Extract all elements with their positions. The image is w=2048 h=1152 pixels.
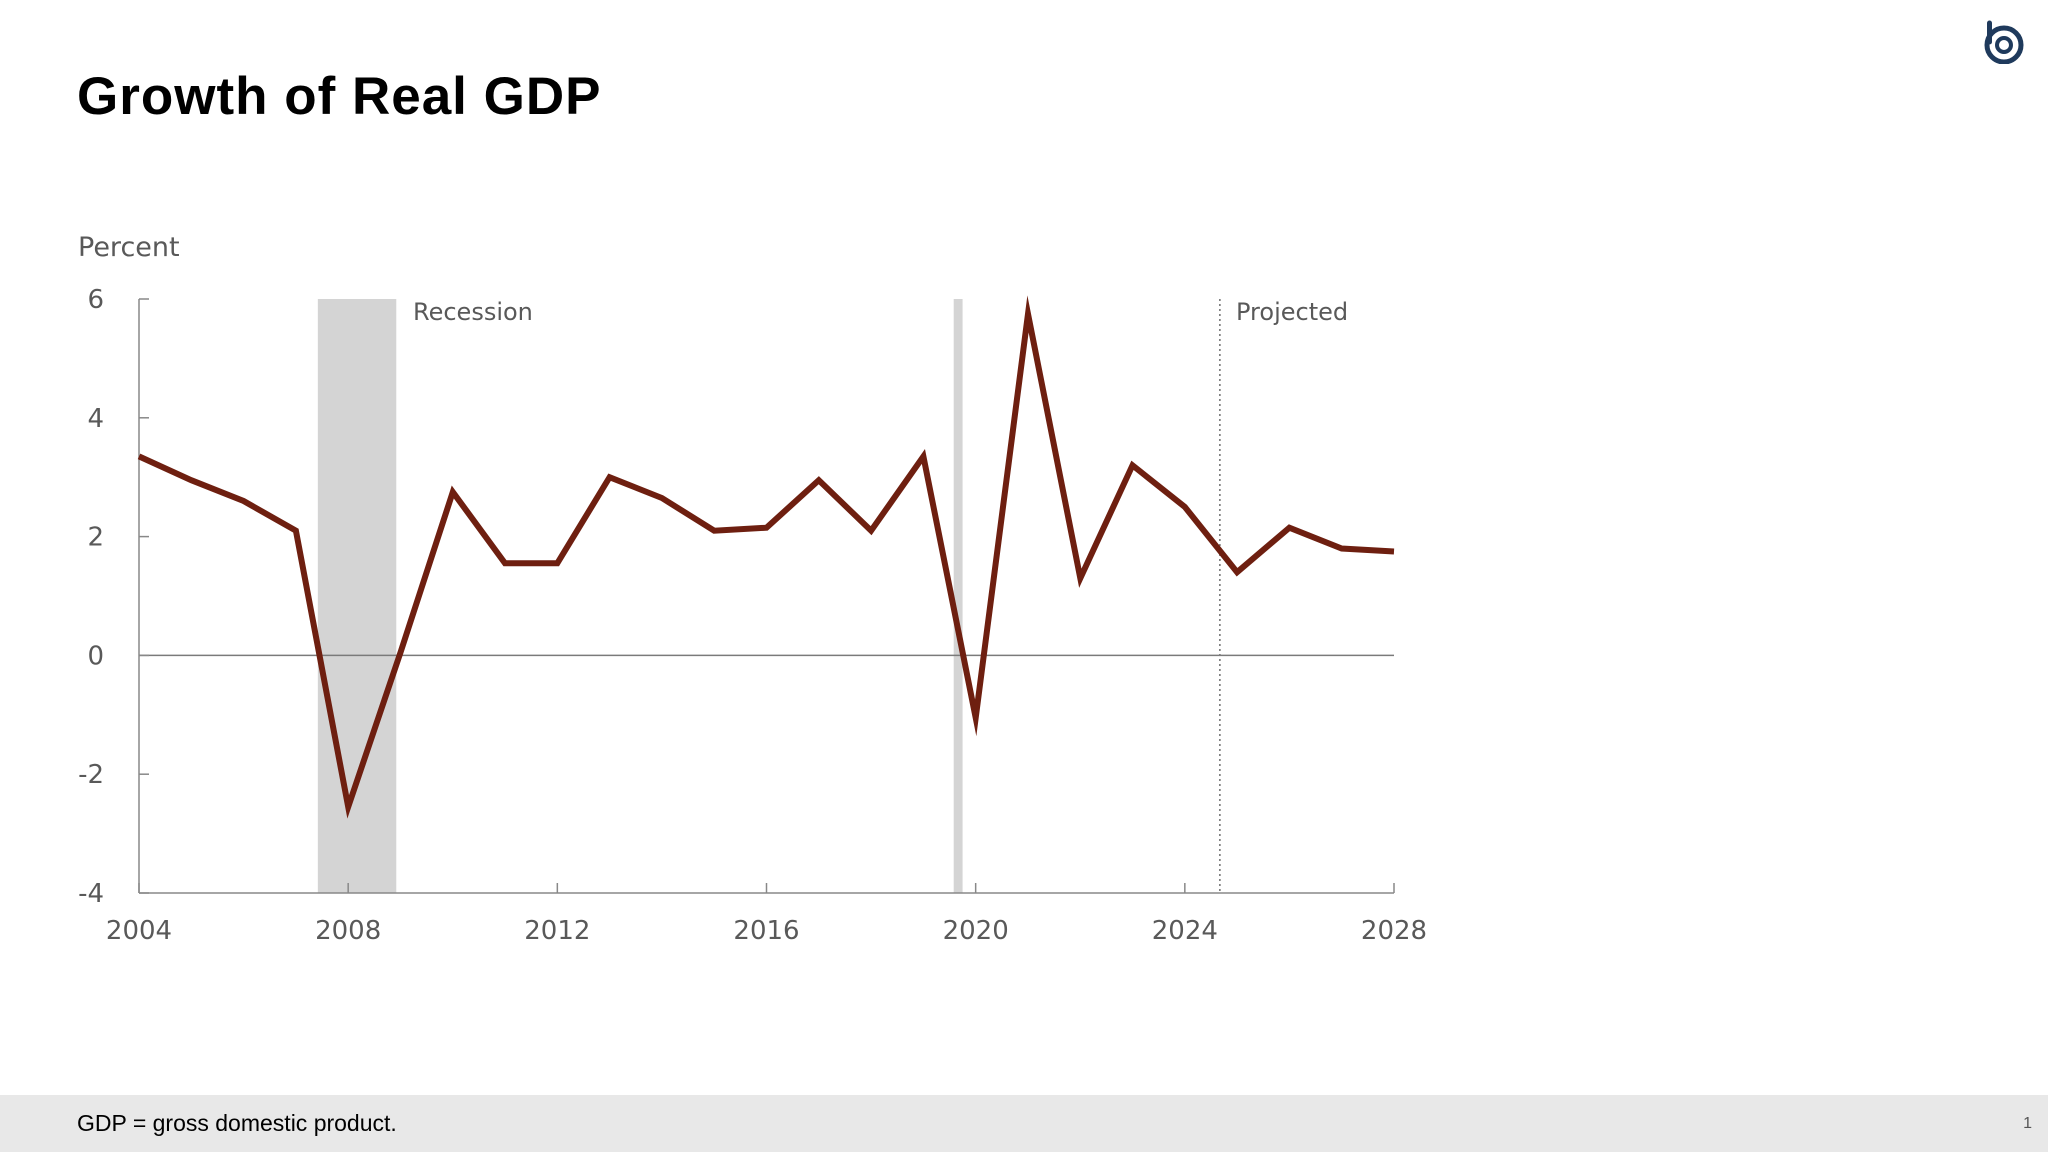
y-tick-label: 0 xyxy=(87,641,104,671)
x-tick-label: 2004 xyxy=(106,916,172,946)
data-point xyxy=(817,479,820,482)
data-point xyxy=(1183,505,1186,508)
data-point xyxy=(504,562,507,565)
data-point xyxy=(922,455,925,458)
data-point xyxy=(713,529,716,532)
gdp-growth-chart: -4 -2 0 2 4 6 2004 2008 2012 2016 2020 2024 2028 Per… xyxy=(78,232,1427,946)
recession-band-1 xyxy=(317,299,397,893)
data-point xyxy=(660,496,663,499)
data-point xyxy=(242,499,245,502)
recession-bands xyxy=(317,299,963,893)
series-line-1 xyxy=(137,295,1395,819)
x-tick-label: 2020 xyxy=(943,916,1009,946)
chart-axes: -4 -2 0 2 4 6 2004 2008 2012 2016 2020 2024 2028 xyxy=(78,285,1427,946)
y-axis-label: Percent xyxy=(78,232,180,263)
data-point xyxy=(347,805,350,808)
data-point xyxy=(1026,312,1029,315)
data-point xyxy=(451,491,454,494)
y-tick-label: -4 xyxy=(78,879,104,909)
data-point xyxy=(1079,577,1082,580)
data-point xyxy=(974,716,977,719)
data-point xyxy=(1236,571,1239,574)
page-number: 1 xyxy=(2023,1115,2032,1132)
data-point xyxy=(294,529,297,532)
recession-annotation: Recession xyxy=(413,298,533,326)
x-tick-label: 2008 xyxy=(315,916,381,946)
y-tick-label: 6 xyxy=(87,285,104,315)
y-tick-label: 2 xyxy=(87,523,104,553)
data-point xyxy=(1288,526,1291,529)
data-point xyxy=(765,526,768,529)
chart-series xyxy=(137,295,1396,819)
x-tick-label: 2024 xyxy=(1152,916,1218,946)
footer-bar: GDP = gross domestic product. 1 xyxy=(0,1095,2048,1152)
y-tick-label: 4 xyxy=(87,404,104,434)
data-point xyxy=(1393,550,1396,553)
data-point xyxy=(1340,547,1343,550)
data-point xyxy=(1131,464,1134,467)
x-tick-label: 2012 xyxy=(524,916,590,946)
x-tick-label: 2016 xyxy=(733,916,799,946)
cbo-logo-icon xyxy=(1984,20,2024,64)
data-point xyxy=(399,651,402,654)
recession-band-2 xyxy=(953,299,963,893)
data-point xyxy=(556,562,559,565)
x-tick-label: 2028 xyxy=(1361,916,1427,946)
projected-annotation: Projected xyxy=(1236,298,1348,326)
data-point xyxy=(138,455,141,458)
data-point xyxy=(190,479,193,482)
slide-title: Growth of Real GDP xyxy=(77,67,602,126)
y-tick-label: -2 xyxy=(78,760,104,790)
data-point xyxy=(870,529,873,532)
footnote: GDP = gross domestic product. xyxy=(77,1110,397,1136)
data-point xyxy=(608,476,611,479)
